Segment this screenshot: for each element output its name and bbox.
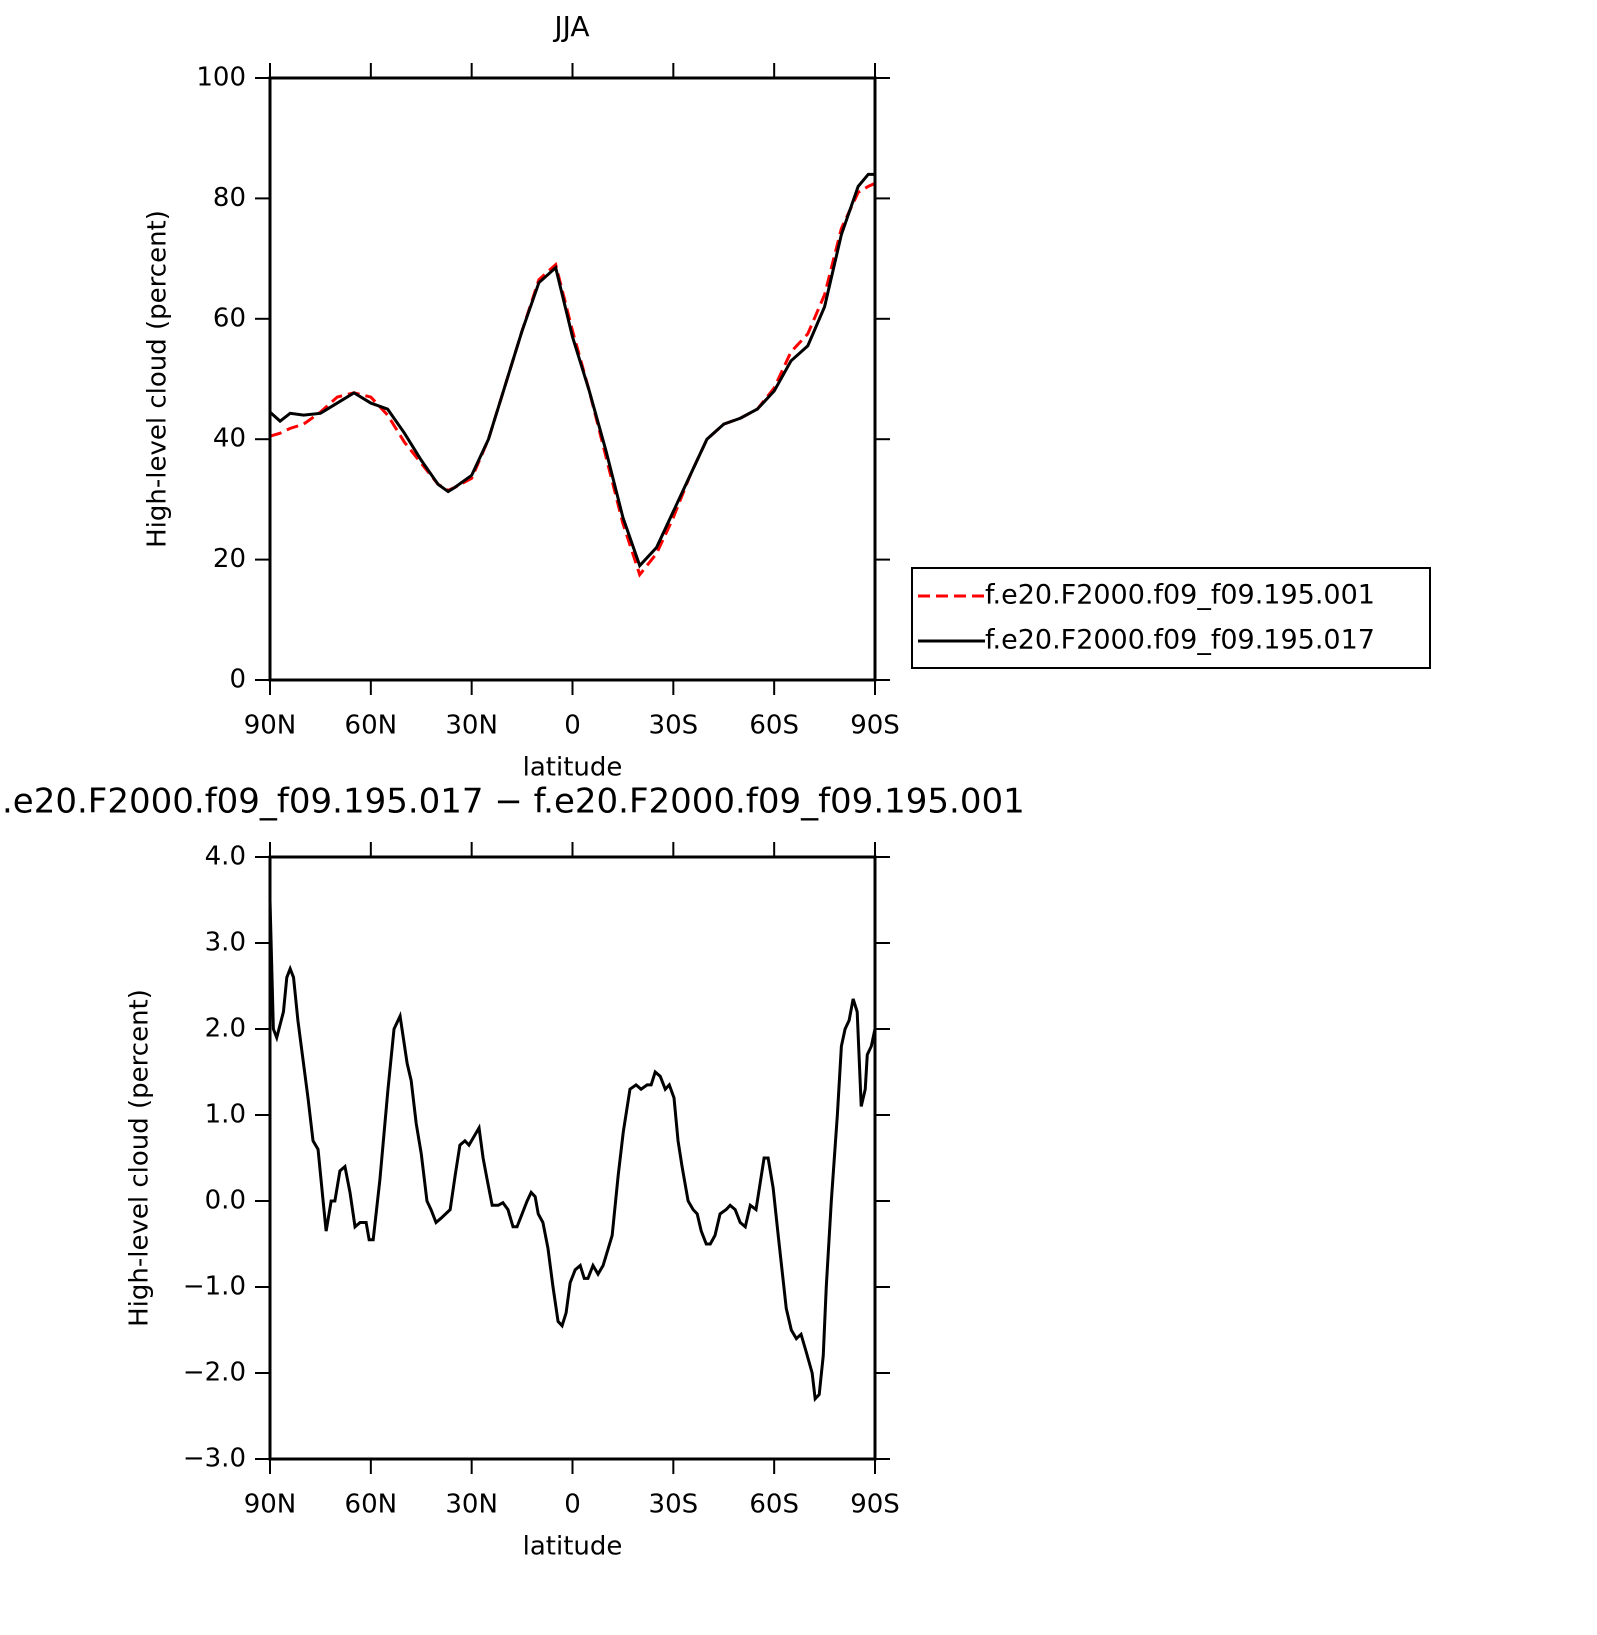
x-tick-label: 30S <box>649 711 699 741</box>
y-tick-label: 40 <box>213 424 246 454</box>
legend-box <box>911 567 1431 669</box>
data-line <box>269 181 876 578</box>
legend-label: f.e20.F2000.f09_f09.195.001 <box>985 580 1375 611</box>
data-line <box>268 899 877 1403</box>
y-tick-label: 80 <box>213 183 246 213</box>
x-axis-label: latitude <box>523 753 623 783</box>
x-axis-label: latitude <box>523 1532 623 1562</box>
data-line <box>268 172 875 569</box>
y-axis-label: High-level cloud (percent) <box>125 989 155 1327</box>
x-tick-label: 30N <box>445 1490 498 1520</box>
y-tick-label: −2.0 <box>183 1358 246 1388</box>
x-tick-label: 60S <box>749 1490 799 1520</box>
x-tick-label: 0 <box>564 1490 581 1520</box>
x-tick-label: 90N <box>244 711 297 741</box>
y-tick-label: 100 <box>196 63 246 93</box>
y-tick-label: 3.0 <box>205 928 246 958</box>
x-tick-label: 30S <box>649 1490 699 1520</box>
y-tick-label: 1.0 <box>205 1100 246 1130</box>
x-tick-label: 60N <box>345 1490 398 1520</box>
x-tick-label: 90N <box>244 1490 297 1520</box>
y-tick-label: −1.0 <box>183 1272 246 1302</box>
y-tick-label: 0.0 <box>205 1186 246 1216</box>
y-tick-label: 20 <box>213 544 246 574</box>
plot-frame <box>268 855 877 1461</box>
legend-label: f.e20.F2000.f09_f09.195.017 <box>985 625 1375 656</box>
x-tick-label: 60N <box>345 711 398 741</box>
x-tick-label: 60S <box>749 711 799 741</box>
plot-frame <box>268 76 877 682</box>
x-tick-label: 30N <box>445 711 498 741</box>
y-tick-label: −3.0 <box>183 1444 246 1474</box>
x-tick-label: 0 <box>564 711 581 741</box>
y-tick-label: 2.0 <box>205 1014 246 1044</box>
y-tick-label: 4.0 <box>205 842 246 872</box>
x-tick-label: 90S <box>850 711 900 741</box>
y-tick-label: 60 <box>213 303 246 333</box>
x-tick-label: 90S <box>850 1490 900 1520</box>
chart-title: .e20.F2000.f09_f09.195.017 − f.e20.F2000… <box>2 782 1025 822</box>
y-axis-label: High-level cloud (percent) <box>143 210 173 548</box>
chart-title: JJA <box>552 10 589 43</box>
y-tick-label: 0 <box>229 665 246 695</box>
